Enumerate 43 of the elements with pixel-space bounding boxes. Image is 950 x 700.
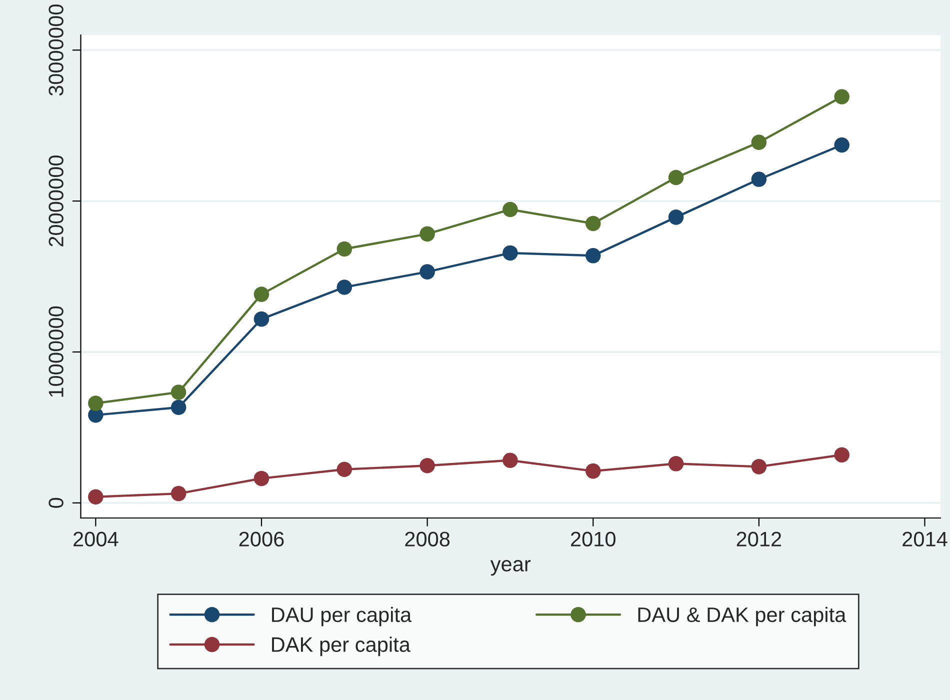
point: [336, 280, 352, 295]
point: [336, 462, 352, 478]
point: [420, 264, 435, 280]
point: [668, 170, 684, 186]
point: [170, 384, 186, 400]
x-axis-title: year: [490, 560, 531, 576]
point: [585, 463, 601, 479]
point: [88, 489, 104, 505]
point: [751, 134, 767, 150]
point: [502, 452, 518, 468]
x-tick-label: 2010: [570, 532, 616, 546]
point: [88, 396, 104, 411]
point: [751, 459, 767, 474]
y-tick-label: 0: [48, 498, 64, 508]
point: [668, 210, 684, 225]
legend-label: DAK per capita: [272, 636, 410, 656]
legend-label: DAU per capita: [272, 606, 412, 626]
point: [834, 137, 850, 153]
point: [254, 470, 270, 486]
point: [420, 458, 435, 474]
point: [254, 286, 270, 302]
legend-label: DAU & DAK per capita: [638, 606, 846, 626]
x-tick-label: 2006: [239, 532, 284, 546]
point: [502, 245, 518, 261]
point: [585, 216, 601, 232]
y-tick-label: 30000000: [48, 4, 64, 96]
point: [585, 248, 601, 264]
point: [502, 202, 518, 218]
point: [336, 241, 352, 257]
y-tick-label: 20000000: [48, 155, 64, 246]
x-tick-label: 2004: [74, 532, 118, 546]
x-tick-label: 2008: [405, 532, 450, 546]
point: [254, 311, 270, 327]
point: [170, 486, 186, 502]
point: [834, 447, 850, 463]
x-tick-label: 2012: [736, 532, 782, 546]
point: [751, 172, 767, 187]
point: [420, 226, 435, 242]
x-tick-label: 2014: [902, 532, 948, 546]
point: [668, 456, 684, 472]
y-tick-label: 10000000: [48, 306, 64, 397]
point: [834, 89, 850, 104]
point: [170, 400, 186, 415]
